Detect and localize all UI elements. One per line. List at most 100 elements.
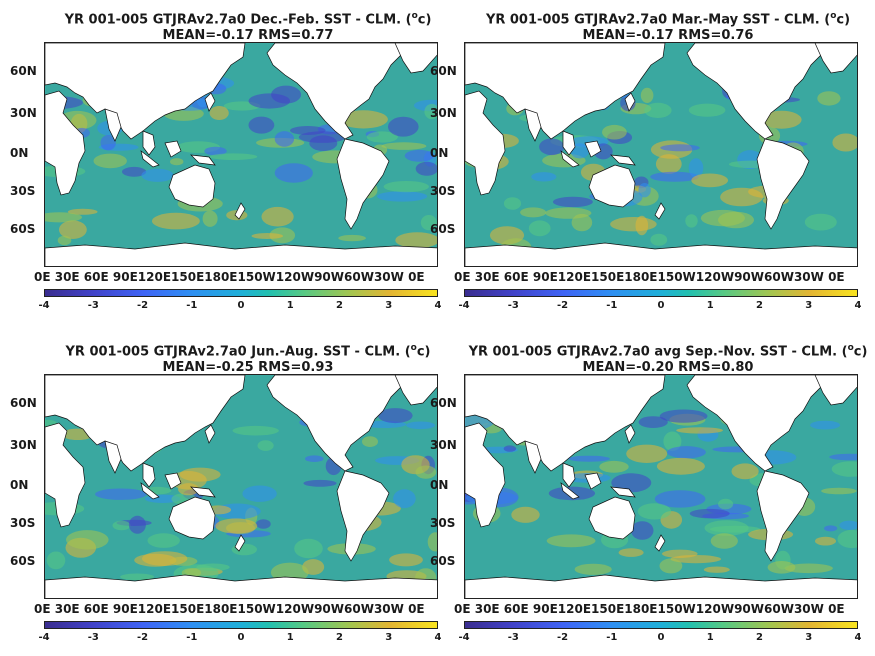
colorbar-tick-label: -3 bbox=[507, 300, 519, 311]
newguinea-landmass bbox=[610, 486, 636, 498]
colorbar-ticks: -4 -3 -2 -1 0 1 2 3 4 bbox=[458, 300, 861, 314]
anomaly-patch bbox=[821, 487, 857, 495]
colorbar-tick-label: -1 bbox=[186, 632, 198, 643]
south-america-landmass bbox=[336, 470, 390, 562]
anomaly-patch bbox=[546, 534, 596, 548]
greenland-landmass bbox=[814, 375, 857, 406]
latitude-label: 30N bbox=[430, 438, 457, 452]
latitude-label: 60N bbox=[430, 396, 457, 410]
anomaly-patch bbox=[427, 532, 437, 552]
anomaly-patch bbox=[178, 483, 199, 496]
unit-suffix: c) bbox=[853, 344, 868, 360]
japan-landmass bbox=[204, 92, 216, 112]
latitude-label: 30S bbox=[10, 184, 36, 198]
newzealand-landmass bbox=[654, 534, 666, 552]
latitude-label: 60N bbox=[10, 64, 37, 78]
anomaly-patch bbox=[248, 93, 291, 109]
colorbar bbox=[44, 289, 438, 297]
land-mask bbox=[465, 43, 857, 266]
south-america-landmass bbox=[756, 138, 810, 230]
anomaly-patch bbox=[424, 103, 437, 120]
north-america-landmass bbox=[686, 375, 826, 472]
anomaly-patch bbox=[650, 233, 668, 246]
anomaly-patch bbox=[731, 463, 759, 480]
unit-superscript: o bbox=[410, 343, 417, 353]
anomaly-patch bbox=[242, 485, 277, 502]
colorbar-tick-label: 4 bbox=[434, 300, 442, 311]
anomaly-patch bbox=[128, 515, 146, 534]
longitude-labels: 0E 30E 60E 90E120E150E180E150W120W90W60W… bbox=[34, 270, 425, 284]
anomaly-patch bbox=[261, 206, 294, 227]
colorbar-tick-label: 3 bbox=[385, 632, 393, 643]
japan-landmass bbox=[624, 424, 636, 444]
anomaly-patch bbox=[832, 133, 857, 152]
anomaly-patch bbox=[389, 553, 423, 567]
anomaly-patch bbox=[122, 166, 147, 177]
colorbar-tick-label: 4 bbox=[434, 632, 442, 643]
colorbar-tick-label: 1 bbox=[706, 632, 714, 643]
sumatra-landmass bbox=[560, 482, 580, 500]
anomaly-patch bbox=[804, 213, 837, 231]
newguinea-landmass bbox=[190, 486, 216, 498]
antarctica-landmass bbox=[465, 242, 857, 266]
anomaly-patch bbox=[767, 561, 796, 574]
colorbar-tick-label: -2 bbox=[136, 632, 149, 643]
map-canvas bbox=[465, 43, 857, 266]
title-text: YR 001-005 GTJRAv2.7a0 avg Sep.-Nov. SST… bbox=[468, 344, 848, 360]
anomaly-patch bbox=[147, 533, 180, 548]
greenland-landmass bbox=[394, 375, 437, 406]
land-mask bbox=[45, 43, 437, 266]
anomaly-patch bbox=[303, 479, 337, 487]
anomaly-patch bbox=[784, 563, 833, 574]
unit-suffix: c) bbox=[836, 12, 851, 28]
anomaly-patch bbox=[676, 427, 723, 434]
borneo-landmass bbox=[164, 140, 182, 158]
anomaly-patch bbox=[274, 131, 295, 147]
colorbar-tick-label: 0 bbox=[657, 300, 665, 311]
unit-suffix: c) bbox=[416, 344, 431, 360]
anomaly-patches bbox=[45, 75, 437, 249]
india-landmass bbox=[104, 440, 122, 474]
title-text: YR 001-005 GTJRAv2.7a0 Jun.-Aug. SST - C… bbox=[65, 344, 411, 360]
colorbar-tick-label: -4 bbox=[458, 300, 470, 311]
colorbar-tick-label: 4 bbox=[854, 632, 862, 643]
colorbar-tick-label: -4 bbox=[38, 632, 50, 643]
anomaly-patch bbox=[685, 214, 698, 228]
colorbar-ticks: -4 -3 -2 -1 0 1 2 3 4 bbox=[38, 300, 441, 314]
australia-landmass bbox=[168, 496, 216, 540]
unit-superscript: o bbox=[847, 343, 854, 353]
anomaly-patch bbox=[256, 519, 271, 529]
borneo-landmass bbox=[584, 472, 602, 490]
australia-landmass bbox=[168, 164, 216, 208]
land-mask bbox=[465, 375, 857, 598]
panel-title: YR 001-005 GTJRAv2.7a0 Mar.-May SST - CL… bbox=[438, 8, 875, 44]
anomaly-patch bbox=[142, 551, 188, 566]
newzealand-landmass bbox=[234, 202, 246, 220]
india-landmass bbox=[104, 108, 122, 142]
colorbar-tick-label: -2 bbox=[556, 632, 569, 643]
unit-superscript: o bbox=[411, 11, 418, 21]
anomaly-patch bbox=[655, 154, 682, 174]
anomaly-patch bbox=[215, 518, 258, 534]
anomaly-patch bbox=[406, 421, 436, 430]
australia-landmass bbox=[588, 496, 636, 540]
southeast-asia-landmass bbox=[562, 130, 576, 156]
anomaly-patch bbox=[141, 168, 174, 182]
anomaly-patch bbox=[815, 536, 836, 546]
southeast-asia-landmass bbox=[142, 130, 156, 156]
longitude-labels: 0E 30E 60E 90E120E150E180E150W120W90W60W… bbox=[454, 270, 845, 284]
title-text: YR 001-005 GTJRAv2.7a0 Dec.-Feb. SST - C… bbox=[64, 12, 412, 28]
colorbar-tick-label: -3 bbox=[87, 632, 99, 643]
colorbar-tick-label: 0 bbox=[237, 632, 245, 643]
india-landmass bbox=[524, 108, 542, 142]
southeast-asia-landmass bbox=[142, 462, 156, 488]
colorbar-tick-label: 3 bbox=[805, 632, 813, 643]
anomaly-patch bbox=[817, 91, 841, 106]
antarctica-landmass bbox=[45, 574, 437, 598]
anomaly-patch bbox=[339, 110, 388, 129]
anomaly-patch bbox=[602, 124, 627, 140]
anomaly-patch bbox=[93, 153, 127, 169]
anomaly-patch bbox=[837, 529, 857, 549]
sst-anomaly-map bbox=[464, 374, 858, 599]
anomaly-patch bbox=[688, 103, 726, 117]
